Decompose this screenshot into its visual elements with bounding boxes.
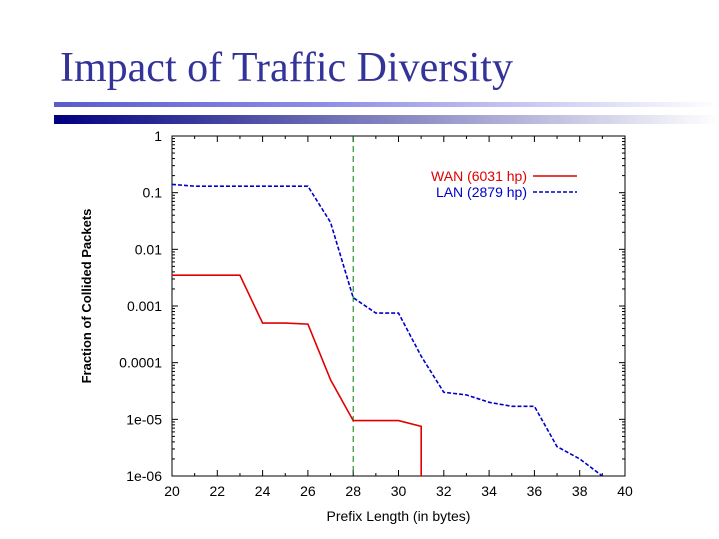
y-tick-label: 0.1	[143, 185, 163, 201]
y-axis: 1e-06 1e-05 0.0001 0.001 0.01 0.1 1	[119, 128, 625, 484]
x-axis-label: Prefix Length (in bytes)	[327, 508, 471, 524]
legend: WAN (6031 hp)LAN (2879 hp)	[431, 168, 577, 200]
title-rule	[54, 102, 719, 107]
x-tick-label: 34	[481, 483, 497, 499]
x-axis: 20 22 24 26 28 30 32 34 36 38 40	[164, 136, 633, 499]
y-tick-label: 1e-06	[126, 468, 162, 484]
y-tick-label: 0.01	[135, 241, 162, 257]
x-tick-label: 36	[527, 483, 543, 499]
x-tick-label: 26	[300, 483, 316, 499]
x-tick-label: 30	[391, 483, 407, 499]
x-tick-label: 32	[436, 483, 452, 499]
y-tick-label: 0.001	[127, 298, 162, 314]
x-tick-label: 24	[255, 483, 271, 499]
x-tick-label: 22	[210, 483, 226, 499]
y-tick-label: 1	[154, 128, 162, 144]
legend-label-lan: LAN (2879 hp)	[436, 184, 527, 200]
x-tick-label: 40	[617, 483, 633, 499]
x-tick-label: 38	[572, 483, 588, 499]
series-layer	[171, 183, 603, 477]
legend-label-wan: WAN (6031 hp)	[431, 168, 527, 184]
slide-title: Impact of Traffic Diversity	[60, 45, 513, 91]
y-tick-label: 0.0001	[119, 355, 162, 371]
title-rule-secondary	[54, 115, 719, 124]
y-axis-label: Fraction of Collided Packets	[79, 209, 94, 384]
x-tick-label: 20	[164, 483, 180, 499]
series-line-lan	[171, 183, 603, 477]
y-tick-label: 1e-05	[126, 411, 162, 427]
series-line-wan	[172, 274, 423, 476]
x-tick-label: 28	[345, 483, 361, 499]
